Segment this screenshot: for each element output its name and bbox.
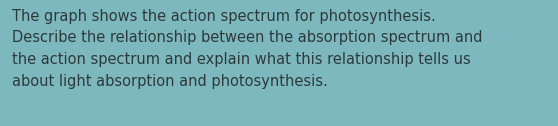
Text: The graph shows the action spectrum for photosynthesis.
Describe the relationshi: The graph shows the action spectrum for … — [12, 9, 483, 89]
